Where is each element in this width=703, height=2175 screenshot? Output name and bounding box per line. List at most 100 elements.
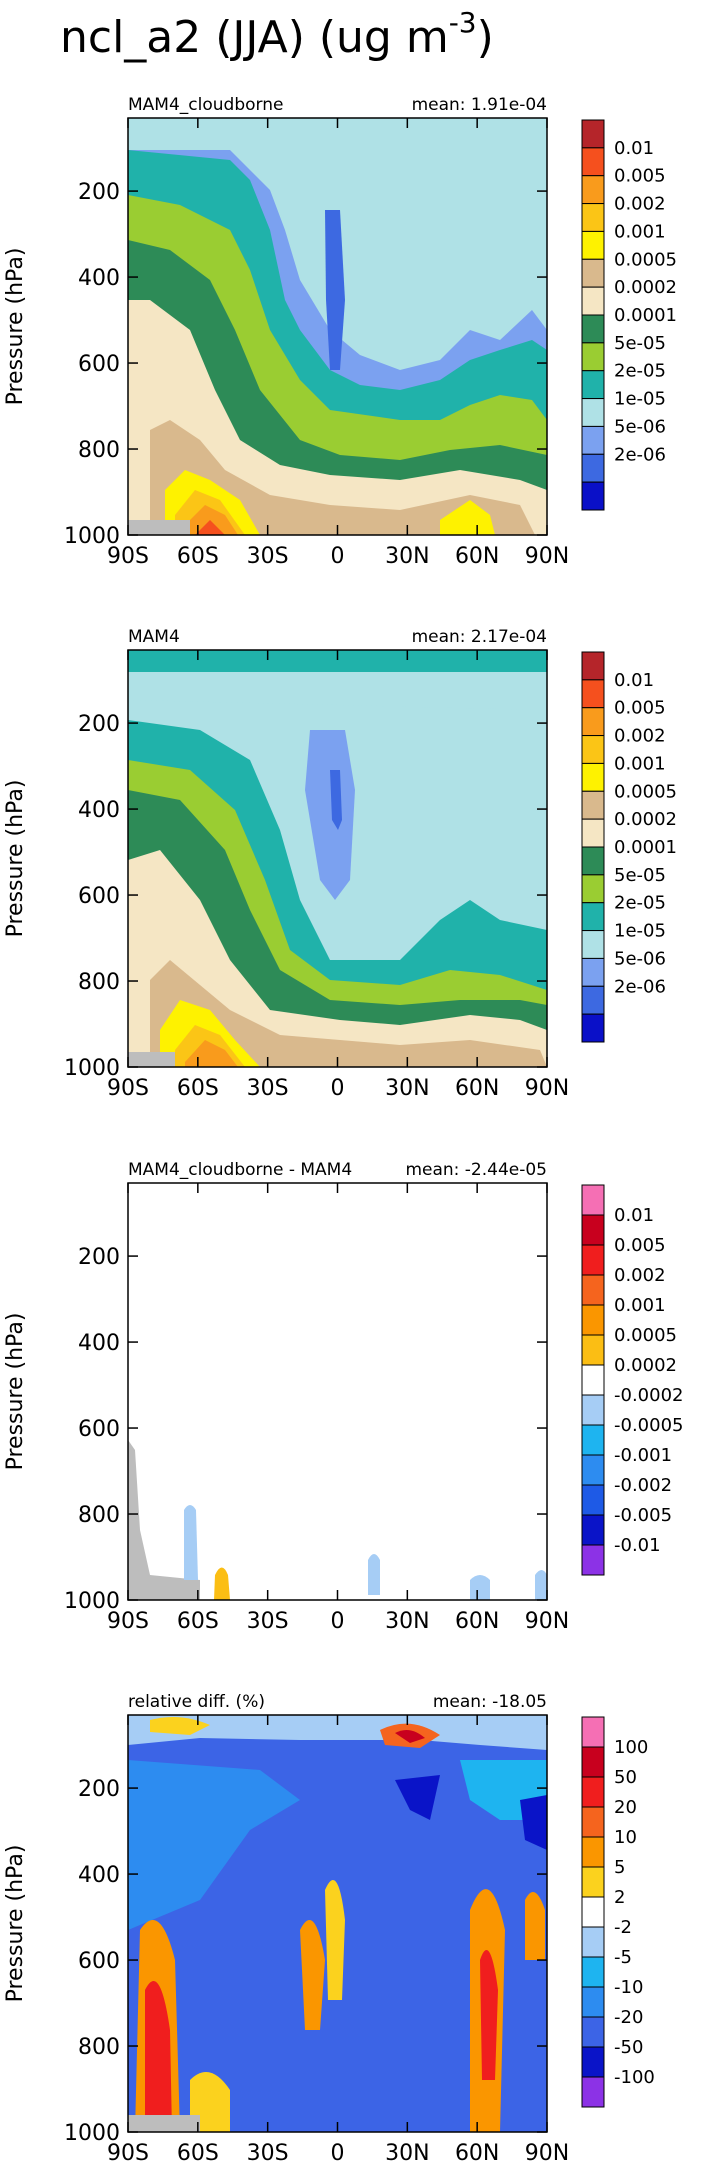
band-top-yellow [150,1716,210,1735]
colorbar-swatch [581,314,605,344]
colorbar-label: -100 [614,2067,655,2088]
panel-title-right: mean: 2.17e-04 [412,627,547,647]
panel-title-right: mean: 1.91e-04 [412,95,547,115]
band-1e-05-core [325,210,345,370]
band-1e-03 [150,420,535,535]
colorbar-label: 0.005 [614,698,666,719]
band-2e-06-core [330,770,342,830]
colorbar-label: 1e-05 [614,921,666,942]
colorbar-label: 0.0002 [614,277,677,298]
colorbar-swatch [581,1214,605,1246]
colorbar-swatch [581,2016,605,2048]
colorbar-label: 5e-05 [614,865,666,886]
colorbar-swatch [581,735,605,764]
colorbar-label: -10 [614,1977,643,1998]
colorbar-swatch [581,230,605,260]
colorbar-swatch [581,481,605,511]
x-tick-label: 60S [177,1609,219,1634]
y-tick-label: 400 [78,266,120,291]
colorbar-swatch [581,1836,605,1868]
colorbar-label: 100 [614,1737,648,1758]
neg-lobe-1 [184,1505,198,1580]
panel-title-left: MAM4_cloudborne [128,95,283,115]
colorbar-swatch [581,1334,605,1366]
colorbar-label: -0.005 [614,1505,672,1526]
colorbar-label: 0.002 [614,726,666,747]
panel-4: relative diff. (%) mean: -18.05 Pressure (… [3,1692,655,2166]
colorbar-label: 5e-06 [614,948,666,969]
colorbar-label: 0.002 [614,194,666,215]
x-tick-label: 60N [455,544,499,569]
band-1e-03 [150,960,547,1067]
colorbar-swatch [581,1956,605,1988]
colorbar-swatch [581,1776,605,1808]
band-high [195,520,225,535]
x-tick-label: 0 [331,1609,345,1634]
x-tick-label: 30S [247,2141,289,2166]
x-tick-label: 60S [177,544,219,569]
band-dark-1 [395,1775,440,1820]
colorbar-swatch [581,1364,605,1396]
x-tick-label: 60N [455,1076,499,1101]
colorbar-swatch [581,957,605,987]
pos-lobe-1 [214,1567,230,1600]
y-tick-label: 800 [78,2035,120,2060]
colorbar-label: 0.001 [614,221,666,242]
colorbar-label: 50 [614,1767,637,1788]
band-2e-05-upper [128,118,547,140]
band-mid-cyan-1 [128,1760,300,1930]
figure-title-close: ) [477,12,494,63]
colorbar-label: 2 [614,1887,625,1908]
panel-4-colorbar: 100 50 20 10 5 2 -2 -5 -10 -20 -50 -100 [581,1716,655,2108]
colorbar-swatch [581,1244,605,1276]
colorbar-swatch [581,203,605,232]
missing-region [128,1440,200,1600]
colorbar-label: 0.0005 [614,1325,677,1346]
y-tick-label: 1000 [64,1589,120,1614]
colorbar-swatch [581,258,605,288]
x-tick-label: 90N [525,544,569,569]
panel-3-axes: MAM4_cloudborne - MAM4 mean: -2.44e-05 Pre… [3,1160,569,1634]
colorbar-swatch [581,286,605,316]
band-2e-05-upper [128,672,547,710]
panel-2-axes: MAM4 mean: 2.17e-04 Pressure (hPa) 200 400 60… [3,627,569,1101]
y-tick-label: 800 [78,970,120,995]
band-top-strip [128,650,547,672]
colorbar-label: 2e-06 [614,976,666,997]
colorbar-label: 0.001 [614,1295,666,1316]
colorbar-label: 2e-06 [614,444,666,465]
colorbar-swatch [581,707,605,737]
y-axis-label: Pressure (hPa) [3,1313,28,1471]
panel-3: MAM4_cloudborne - MAM4 mean: -2.44e-05 Pre… [3,1160,683,1634]
neg-lobe-3 [470,1575,490,1600]
pos-plume-1-core [145,1981,172,2132]
x-tick-label: 60N [455,2141,499,2166]
colorbar-label: 20 [614,1797,637,1818]
y-axis-label: Pressure (hPa) [3,1845,28,2003]
panel-1-colorbar: 0.01 0.005 0.002 0.001 0.0005 0.0002 0.0001 5e-… [581,119,677,511]
colorbar-swatch [581,1544,605,1576]
y-tick-label: 800 [78,438,120,463]
colorbar-label: 0.005 [614,166,666,187]
colorbar-label: 0.01 [614,670,654,691]
colorbar-swatch [581,846,605,876]
y-tick-label: 800 [78,1503,120,1528]
panel-4-axes: relative diff. (%) mean: -18.05 Pressure (… [3,1692,569,2166]
colorbar-swatch [581,370,605,400]
band-top-light [128,1715,547,1750]
colorbar-swatch [581,1274,605,1306]
colorbar-swatch [581,342,605,372]
missing-region [128,2115,200,2132]
x-tick-label: 90N [525,1076,569,1101]
colorbar-swatch [581,1716,605,1748]
panel-1-field [128,118,547,535]
panel-1-axes: MAM4_cloudborne mean: 1.91e-04 Pressure (h… [3,95,569,569]
y-tick-label: 400 [78,1863,120,1888]
colorbar-swatch [581,818,605,848]
missing-region [128,520,190,535]
colorbar-label: 0.01 [614,138,654,159]
x-tick-label: 30N [385,2141,429,2166]
colorbar-label: 0.0001 [614,305,677,326]
x-tick-label: 30N [385,1076,429,1101]
colorbar-label: 5e-06 [614,416,666,437]
